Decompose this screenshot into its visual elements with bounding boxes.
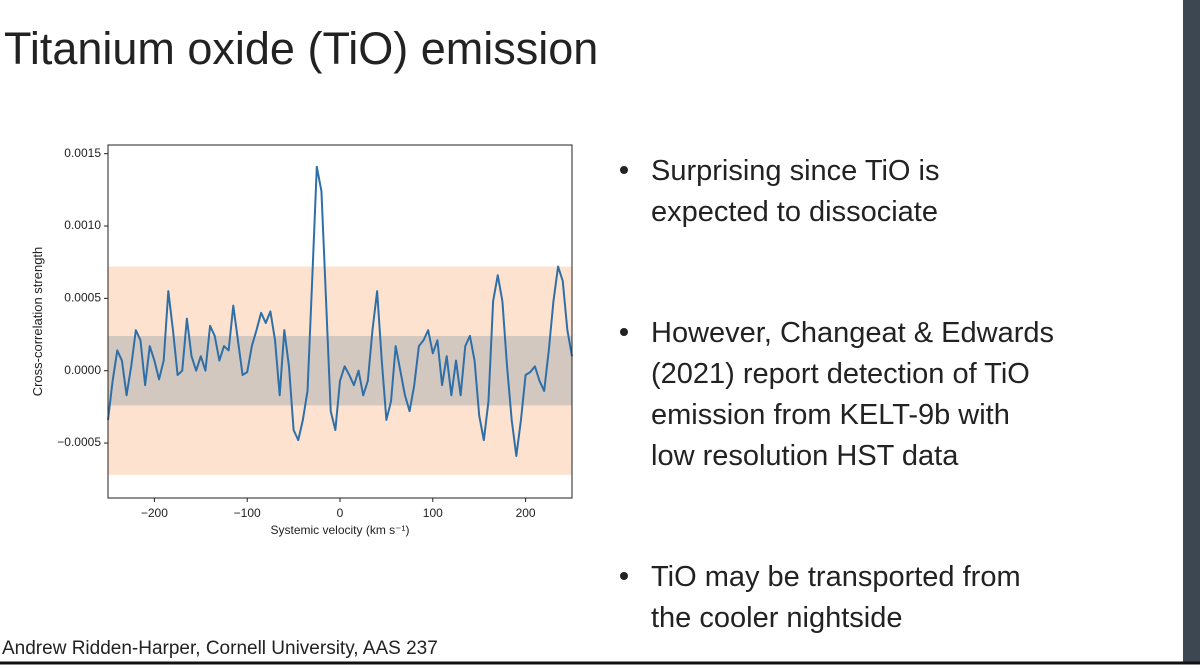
bullets: Surprising since TiO is expected to disso… [620,155,1054,634]
bullet-dot [620,166,628,174]
plot: −200 −100 0 100 200 −0.0005 0.0000 0.0005 0.0010… [30,144,573,537]
bullet-text: expected to dissociate [651,196,938,228]
x-tick-label: 100 [423,506,443,520]
bullet-text: the cooler nightside [651,602,903,634]
x-axis-label: Systemic velocity (km s⁻¹) [270,523,409,537]
bullet-text: However, Changeat & Edwards [651,317,1054,349]
y-tick-label: −0.0005 [57,435,101,449]
y-tick-label: 0.0015 [64,146,101,160]
bullet-text: (2021) report detection of TiO [651,358,1030,390]
y-tick-label: 0.0000 [64,363,101,377]
x-tick-label: 200 [516,506,536,520]
x-tick-label: 0 [337,506,344,520]
y-axis-label: Cross-correlation strength [30,247,45,397]
x-tick-label: −200 [141,506,168,520]
slide-title: Titanium oxide (TiO) emission [4,23,598,74]
bullet-text: TiO may be transported from [651,561,1021,593]
footer: Andrew Ridden-Harper, Cornell University… [2,638,438,659]
bullet-dot [620,572,628,580]
y-tick-label: 0.0005 [64,291,101,305]
bullet-text: Surprising since TiO is [651,155,940,187]
band [108,335,572,406]
x-tick-label: −100 [234,506,261,520]
data-line [107,165,573,458]
y-tick-label: 0.0010 [64,218,101,232]
bullet-text: low resolution HST data [651,440,959,472]
bullet-text: emission from KELT-9b with [651,399,1010,431]
side-bar [1183,0,1200,662]
bullet-dot [620,328,628,336]
